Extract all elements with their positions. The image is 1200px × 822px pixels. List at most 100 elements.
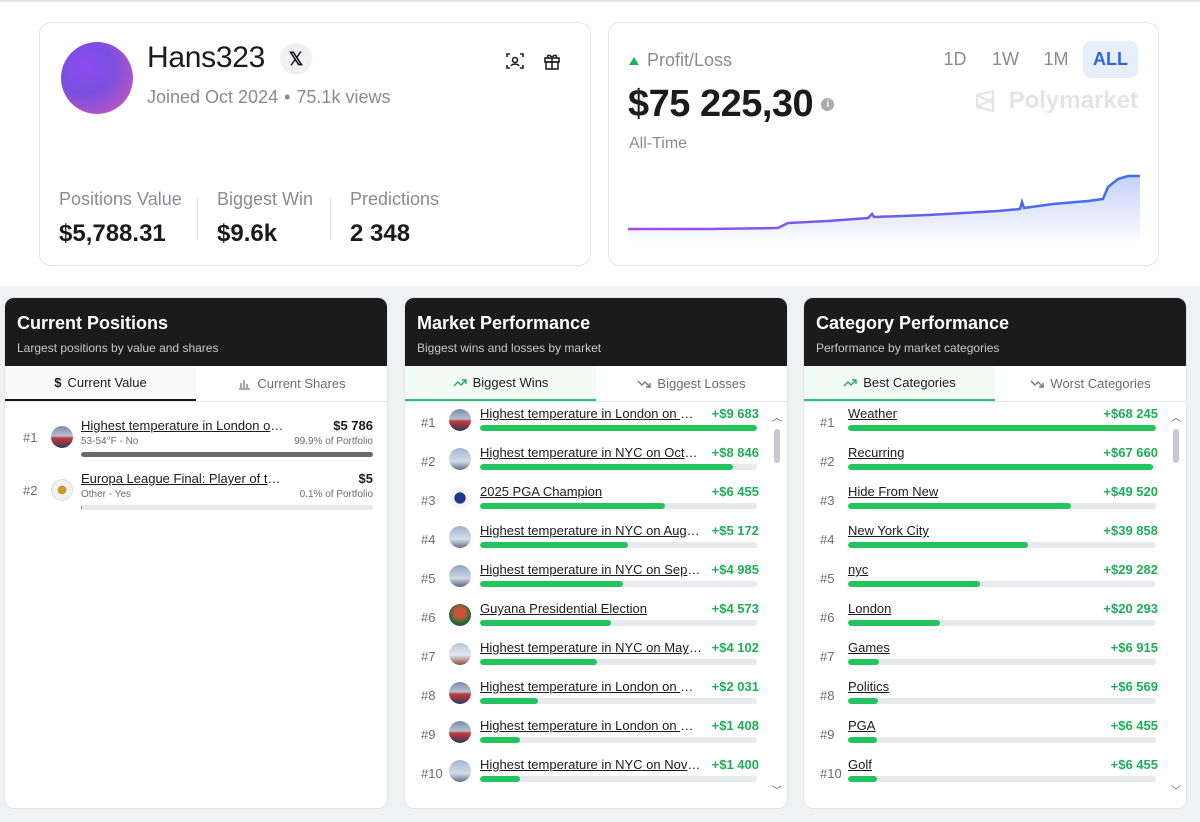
- item-title[interactable]: Games: [848, 640, 890, 655]
- scrollbar[interactable]: ︿ ﹀: [771, 413, 783, 798]
- item-title[interactable]: Guyana Presidential Election: [480, 601, 647, 616]
- tab-current-value[interactable]: $ Current Value: [5, 366, 196, 401]
- list-item[interactable]: #9 Highest temperature in London on Oc...…: [405, 715, 787, 754]
- range-tab-1d[interactable]: 1D: [943, 49, 967, 69]
- list-item[interactable]: #10 Highest temperature in NYC on Nove...…: [405, 754, 787, 793]
- info-icon[interactable]: i: [821, 98, 835, 111]
- x-logo-icon[interactable]: 𝕏: [280, 43, 312, 75]
- item-title[interactable]: Recurring: [848, 445, 905, 460]
- tab-label: Best Categories: [863, 375, 956, 390]
- item-title[interactable]: Hide From New: [848, 484, 939, 499]
- item-title[interactable]: Politics: [848, 679, 890, 694]
- list-item[interactable]: #1 Weather +$68 245: [804, 403, 1186, 442]
- item-title[interactable]: Weather: [848, 406, 897, 421]
- list-item[interactable]: #4 Highest temperature in NYC on Augus...…: [405, 520, 787, 559]
- list-item[interactable]: #3 2025 PGA Champion +$6 455: [405, 481, 787, 520]
- tab-worst-categories[interactable]: Worst Categories: [995, 366, 1186, 401]
- progress-bar: [848, 542, 1156, 548]
- rank: #4: [421, 532, 436, 547]
- list-item[interactable]: #2 Highest temperature in NYC on Octo... +…: [405, 442, 787, 481]
- position-title[interactable]: Highest temperature in London on...: [81, 418, 287, 433]
- market-thumbnail-icon: [449, 721, 471, 743]
- item-title[interactable]: London: [848, 601, 892, 616]
- market-thumbnail-icon: [449, 643, 471, 665]
- progress-bar: [848, 698, 1156, 704]
- chevron-down-icon[interactable]: ﹀: [772, 786, 782, 797]
- tab-current-shares[interactable]: Current Shares: [196, 366, 387, 401]
- item-title[interactable]: Highest temperature in London on Ma...: [480, 679, 702, 694]
- item-amount: +$20 293: [1103, 601, 1158, 616]
- trending-up-icon: [843, 378, 857, 386]
- progress-bar: [480, 503, 757, 509]
- list-item[interactable]: #9 PGA +$6 455: [804, 715, 1186, 754]
- position-row[interactable]: #1 Highest temperature in London on... $…: [5, 416, 387, 466]
- item-title[interactable]: New York City: [848, 523, 929, 538]
- position-row[interactable]: #2 Europa League Final: Player of the ..…: [5, 469, 387, 519]
- trophy-icon: [51, 479, 73, 501]
- item-title[interactable]: Highest temperature in NYC on May 5?: [480, 640, 702, 655]
- position-outcome: Other - Yes: [81, 489, 132, 500]
- item-title[interactable]: Highest temperature in London on No...: [480, 406, 702, 421]
- market-list: #1 Highest temperature in London on No...…: [405, 403, 787, 803]
- panel-subtitle: Largest positions by value and shares: [17, 341, 219, 355]
- progress-bar-fill: [480, 503, 665, 509]
- item-amount: +$9 683: [711, 406, 759, 421]
- progress-bar: [848, 620, 1156, 626]
- tab-biggest-losses[interactable]: Biggest Losses: [596, 366, 787, 401]
- item-title[interactable]: 2025 PGA Champion: [480, 484, 603, 499]
- range-tab-all[interactable]: ALL: [1083, 41, 1138, 78]
- category-performance-panel: Category Performance Performance by mark…: [803, 297, 1187, 809]
- current-positions-panel: Current Positions Largest positions by v…: [4, 297, 388, 809]
- pnl-header: Profit/Loss: [629, 50, 732, 71]
- list-item[interactable]: #5 Highest temperature in NYC on Septe...…: [405, 559, 787, 598]
- stat-value: $5,788.31: [59, 220, 166, 247]
- panel-header: Category Performance Performance by mark…: [804, 298, 1186, 366]
- chevron-down-icon[interactable]: ﹀: [1171, 786, 1181, 797]
- range-tab-1m[interactable]: 1M: [1043, 49, 1069, 69]
- rank: #7: [820, 649, 835, 664]
- list-item[interactable]: #5 nyc +$29 282: [804, 559, 1186, 598]
- item-title[interactable]: Highest temperature in London on Oc...: [480, 718, 702, 733]
- list-item[interactable]: #1 Highest temperature in London on No...…: [405, 403, 787, 442]
- tab-best-categories[interactable]: Best Categories: [804, 366, 995, 401]
- rank: #1: [421, 415, 436, 430]
- profile-card: Hans323 𝕏 Joined Oct 2024 • 75.1k views Po…: [39, 22, 591, 266]
- list-item[interactable]: #4 New York City +$39 858: [804, 520, 1186, 559]
- item-amount: +$6 915: [1110, 640, 1158, 655]
- tab-biggest-wins[interactable]: Biggest Wins: [405, 366, 596, 401]
- scrollbar-thumb[interactable]: [774, 429, 780, 463]
- item-title[interactable]: nyc: [848, 562, 869, 577]
- progress-bar-fill: [480, 659, 598, 665]
- position-title[interactable]: Europa League Final: Player of the ...: [81, 471, 287, 486]
- progress-bar: [848, 581, 1156, 587]
- list-item[interactable]: #7 Highest temperature in NYC on May 5? +$…: [405, 637, 787, 676]
- rank: #2: [421, 454, 436, 469]
- list-item[interactable]: #7 Games +$6 915: [804, 637, 1186, 676]
- market-thumbnail-icon: [449, 487, 471, 509]
- scan-icon[interactable]: [504, 50, 526, 72]
- chevron-up-icon[interactable]: ︿: [1171, 413, 1181, 424]
- list-item[interactable]: #6 Guyana Presidential Election +$4 573: [405, 598, 787, 637]
- stat-biggest-win: Biggest Win $9.6k: [217, 189, 313, 248]
- scrollbar[interactable]: ︿ ﹀: [1170, 413, 1182, 798]
- list-item[interactable]: #8 Politics +$6 569: [804, 676, 1186, 715]
- list-item[interactable]: #6 London +$20 293: [804, 598, 1186, 637]
- item-title[interactable]: PGA: [848, 718, 876, 733]
- item-title[interactable]: Highest temperature in NYC on Octo...: [480, 445, 702, 460]
- item-title[interactable]: Golf: [848, 757, 872, 772]
- gift-icon[interactable]: [541, 50, 563, 72]
- list-item[interactable]: #8 Highest temperature in London on Ma...…: [405, 676, 787, 715]
- list-item[interactable]: #2 Recurring +$67 660: [804, 442, 1186, 481]
- item-title[interactable]: Highest temperature in NYC on Augus...: [480, 523, 702, 538]
- item-amount: +$1 400: [711, 757, 759, 772]
- avatar[interactable]: [61, 42, 133, 114]
- item-amount: +$49 520: [1103, 484, 1158, 499]
- progress-bar-fill: [848, 581, 981, 587]
- range-tab-1w[interactable]: 1W: [992, 49, 1019, 69]
- list-item[interactable]: #3 Hide From New +$49 520: [804, 481, 1186, 520]
- scrollbar-thumb[interactable]: [1173, 429, 1179, 463]
- chevron-up-icon[interactable]: ︿: [772, 413, 782, 424]
- item-title[interactable]: Highest temperature in NYC on Nove...: [480, 757, 702, 772]
- list-item[interactable]: #10 Golf +$6 455: [804, 754, 1186, 793]
- item-title[interactable]: Highest temperature in NYC on Septe...: [480, 562, 702, 577]
